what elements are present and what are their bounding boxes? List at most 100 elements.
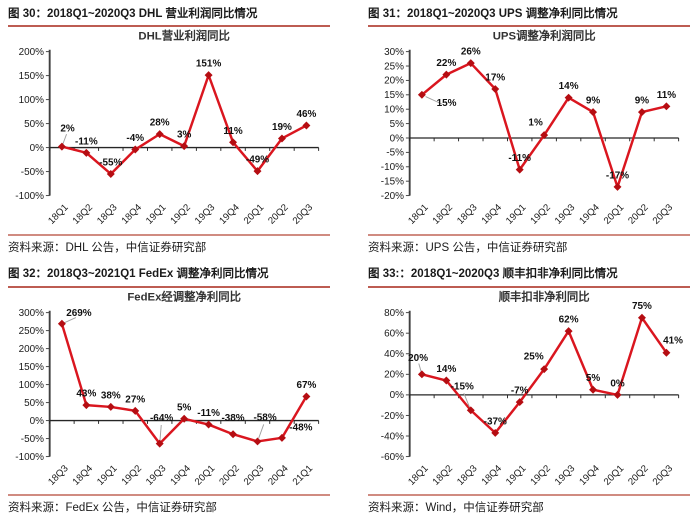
label-leader-line xyxy=(64,316,77,323)
data-label: -48% xyxy=(289,422,312,433)
data-point-marker xyxy=(613,390,622,399)
data-label: 9% xyxy=(586,96,601,107)
data-label: 46% xyxy=(296,109,316,120)
y-axis-tick-label: -100% xyxy=(15,191,44,202)
x-axis-category-label: 20Q1 xyxy=(602,463,626,487)
trend-line xyxy=(420,316,668,434)
panel-fig33: 图 33:：2018Q1~2020Q3 顺丰扣非净利同比情况 顺丰扣非净利同比 -… xyxy=(368,264,690,516)
data-point-marker xyxy=(540,131,549,140)
data-label: 20% xyxy=(408,353,428,364)
label-leader-line xyxy=(159,424,162,440)
data-label: 43% xyxy=(76,388,96,399)
data-point-marker xyxy=(106,402,115,411)
data-label: -15% xyxy=(451,381,474,392)
caption-fig32: 图 32：2018Q3~2021Q1 FedEx 调整净利同比情况 xyxy=(8,264,330,288)
data-point-marker xyxy=(253,167,262,176)
data-label: 27% xyxy=(125,394,145,405)
ups-line-chart: UPS调整净利润同比 -20% -15% -10% -5% 0% 5% 10% 15% 20% 25… xyxy=(381,29,680,227)
x-axis-category-label: 20Q2 xyxy=(217,463,241,487)
data-point-marker xyxy=(637,313,646,322)
y-axis-tick-label: 0% xyxy=(390,390,405,401)
y-axis-tick-label: 50% xyxy=(24,397,44,408)
caption-fig30: 图 30：2018Q1~2020Q3 DHL 营业利润同比情况 xyxy=(8,4,330,28)
data-point-marker xyxy=(204,420,213,429)
data-point-marker xyxy=(155,439,164,448)
data-point-marker xyxy=(180,142,189,151)
y-axis-tick-label: 200% xyxy=(19,344,45,355)
x-axis-category-label: 19Q1 xyxy=(95,463,119,487)
x-axis-category-label: 19Q3 xyxy=(144,463,168,487)
x-axis-category-label: 19Q4 xyxy=(577,202,602,227)
x-axis-category-label: 20Q2 xyxy=(626,463,650,487)
data-point-marker xyxy=(466,59,475,68)
data-label: 26% xyxy=(461,47,481,58)
x-axis-category-label: 19Q4 xyxy=(168,462,193,487)
x-axis-category-label: 18Q2 xyxy=(431,463,455,487)
x-axis-category-label: 21Q1 xyxy=(291,463,315,487)
chart-fedex-adjusted-net-profit-yoy: FedEx经调整净利同比 -100% -50% 0% 50% 100% 150% 200% 25… xyxy=(8,288,330,494)
x-axis-category-label: 18Q3 xyxy=(455,203,479,227)
data-point-marker xyxy=(277,134,286,143)
y-axis-tick-label: -10% xyxy=(381,162,404,173)
data-label: 0% xyxy=(610,378,625,389)
data-label: 5% xyxy=(586,373,601,384)
chart-title: FedEx经调整净利同比 xyxy=(127,289,241,303)
caption-fig33: 图 33:：2018Q1~2020Q3 顺丰扣非净利同比情况 xyxy=(368,264,690,288)
y-axis-tick-label: 0% xyxy=(30,415,45,426)
data-point-marker xyxy=(131,145,140,154)
data-point-marker xyxy=(515,166,524,175)
chart-title: DHL营业利润同比 xyxy=(138,29,230,43)
chart-dhl-operating-profit-yoy: DHL营业利润同比 -100% -50% 0% 50% 100% 150% 200% 18Q1 1… xyxy=(8,27,330,233)
y-axis-tick-label: 60% xyxy=(384,328,404,339)
data-point-marker xyxy=(564,326,573,335)
dhl-line-chart: DHL营业利润同比-100%-50%0%50%100%150%200%18Q1 1… xyxy=(15,29,320,227)
data-point-marker xyxy=(589,108,598,117)
figure-grid: 图 30：2018Q1~2020Q3 DHL 营业利润同比情况 DHL营业利润同… xyxy=(8,4,690,516)
panel-fig32: 图 32：2018Q3~2021Q1 FedEx 调整净利同比情况 FedEx经… xyxy=(8,264,330,516)
x-axis-category-label: 19Q2 xyxy=(528,463,552,487)
sf-express-line-chart: 顺丰扣非净利同比-60%-40%-20%0%20%40%60%80%18Q1 18… xyxy=(381,289,683,487)
fedex-line-chart: FedEx经调整净利同比 -100% -50% 0% 50% 100% 150% 200% 25… xyxy=(15,289,320,487)
trend-line xyxy=(420,62,668,189)
x-axis-category-label: 20Q3 xyxy=(651,203,675,227)
y-axis-tick-label: 200% xyxy=(19,47,45,58)
y-axis-tick-label: 0% xyxy=(30,143,45,154)
y-axis-tick-label: 100% xyxy=(19,95,45,106)
y-axis-tick-label: 10% xyxy=(384,105,404,116)
x-axis-category-label: 19Q4 xyxy=(577,462,602,487)
label-leader-line xyxy=(463,392,470,407)
data-point-marker xyxy=(515,397,524,406)
source-fig30: 资料来源：DHL 公告，中信证券研究部 xyxy=(8,233,330,256)
data-point-marker xyxy=(302,121,311,130)
chart-sf-express-net-profit-yoy: 顺丰扣非净利同比 -60% -40% -20% 0% 20% 40% 60% 80% 18Q1 18… xyxy=(368,288,690,494)
x-axis-category-label: 18Q1 xyxy=(406,203,430,227)
data-point-marker xyxy=(229,429,238,438)
data-point-marker xyxy=(82,149,91,158)
data-point-marker xyxy=(637,108,646,117)
x-axis-category-label: 18Q4 xyxy=(120,202,145,227)
data-label: 11% xyxy=(657,90,677,101)
data-label: -11% xyxy=(75,137,98,148)
source-fig33: 资料来源：Wind，中信证券研究部 xyxy=(368,494,690,516)
y-axis-tick-label: 20% xyxy=(384,369,404,380)
x-axis-category-label: 19Q4 xyxy=(217,202,242,227)
data-label: 11% xyxy=(223,126,243,137)
x-axis-category-label: 18Q1 xyxy=(406,463,430,487)
chart-title: UPS调整净利润同比 xyxy=(493,29,596,43)
x-axis-category-label: 18Q2 xyxy=(71,203,95,227)
x-axis-category-label: 20Q1 xyxy=(602,203,626,227)
data-label: 17% xyxy=(485,73,505,84)
x-axis-category-label: 20Q1 xyxy=(193,463,217,487)
data-label: 25% xyxy=(524,351,544,362)
x-axis-category-label: 19Q2 xyxy=(168,203,192,227)
data-label: -7% xyxy=(511,385,529,396)
data-label: -38% xyxy=(221,413,244,424)
data-point-marker xyxy=(417,91,426,100)
y-axis-tick-label: 30% xyxy=(384,47,404,58)
y-axis-tick-label: 15% xyxy=(384,90,404,101)
panel-fig31: 图 31：2018Q1~2020Q3 UPS 调整净利同比情况 UPS调整净利润… xyxy=(368,4,690,256)
y-axis-tick-label: 100% xyxy=(19,379,45,390)
y-axis-tick-label: 150% xyxy=(19,71,45,82)
data-label: -58% xyxy=(253,412,276,423)
